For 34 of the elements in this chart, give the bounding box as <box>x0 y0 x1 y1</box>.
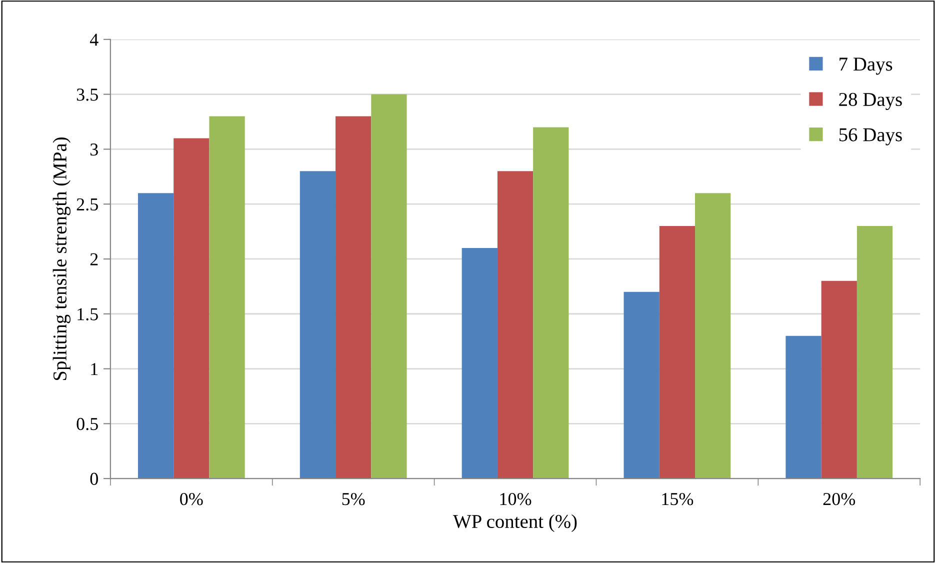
x-tick-label: 10% <box>500 492 532 506</box>
bar <box>497 171 534 479</box>
bar <box>786 336 822 479</box>
y-tick-label: 1.5 <box>78 308 98 320</box>
bar <box>695 193 731 479</box>
x-tick-label: 15% <box>662 492 694 506</box>
y-tick-label: 2.5 <box>76 198 98 211</box>
bar <box>300 171 336 479</box>
bar <box>856 226 893 479</box>
bar <box>462 248 498 479</box>
x-axis-title: WP content (%) <box>453 514 577 532</box>
x-tick-label: 0% <box>180 492 203 506</box>
y-axis-title: Splitting tensile strength (MPa) <box>52 138 71 380</box>
y-tick-label: 0.5 <box>76 418 98 430</box>
bar <box>371 94 407 479</box>
y-tick-label: 2 <box>90 253 98 266</box>
y-tick-label: 3.5 <box>76 88 98 101</box>
bar <box>336 116 372 479</box>
bar <box>209 116 245 479</box>
x-tick-label: 20% <box>823 492 856 506</box>
y-tick-label: 4 <box>90 34 98 46</box>
legend-label: 7 Days <box>840 58 892 75</box>
x-tick-label: 5% <box>342 492 365 506</box>
bar <box>659 226 696 479</box>
bar <box>533 127 569 479</box>
bar <box>138 193 174 479</box>
bar <box>624 292 660 479</box>
y-tick-label: 1 <box>91 363 98 376</box>
y-tick-label: 0 <box>90 472 98 485</box>
y-tick-label: 3 <box>90 144 98 156</box>
bar <box>174 138 210 479</box>
bar <box>821 280 857 479</box>
legend-label: 28 Days <box>839 92 902 110</box>
legend-label: 56 Days <box>839 128 902 146</box>
